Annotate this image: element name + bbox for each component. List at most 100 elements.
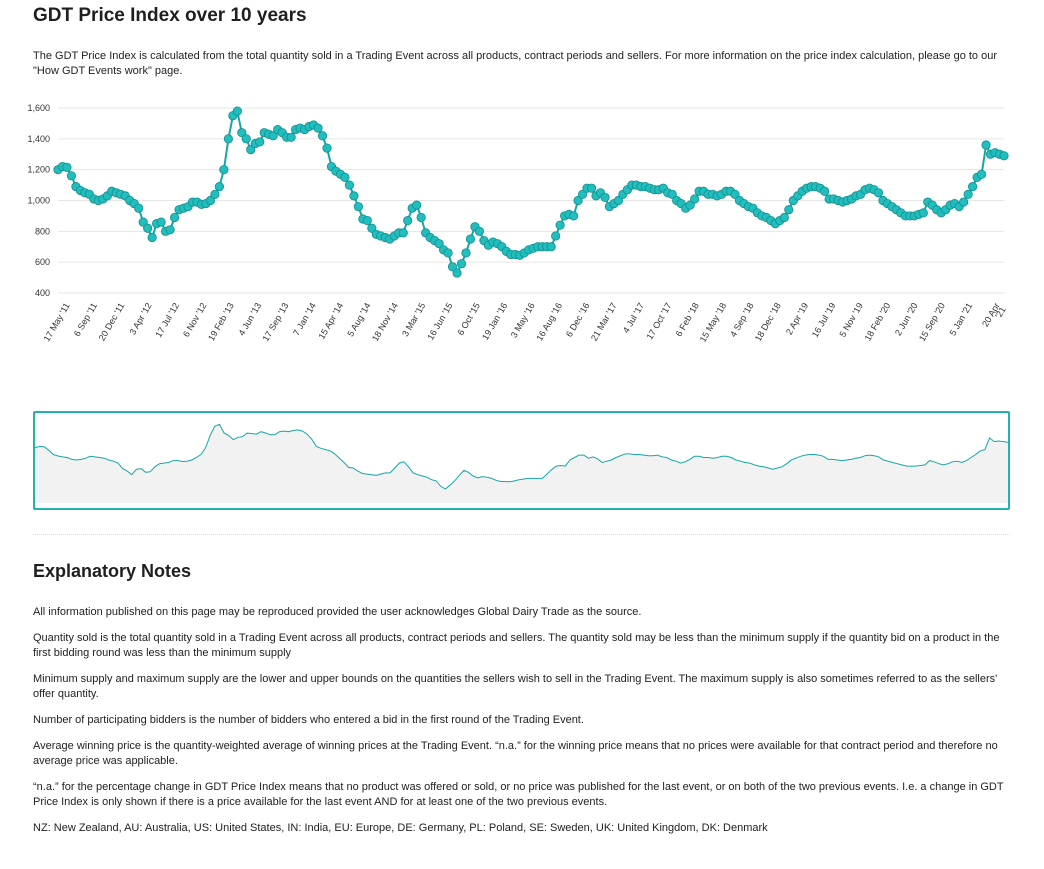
data-point[interactable] xyxy=(730,189,740,199)
note-paragraph: All information published on this page m… xyxy=(33,606,642,618)
data-point[interactable] xyxy=(443,248,453,258)
range-navigator[interactable] xyxy=(33,411,1010,510)
x-tick-label: 5 Jan '21 xyxy=(948,301,975,337)
data-point[interactable] xyxy=(976,169,987,179)
data-point[interactable] xyxy=(313,123,323,133)
x-tick-label: 17 Oct '17 xyxy=(644,301,673,341)
grid-lines xyxy=(58,107,1004,294)
data-point[interactable] xyxy=(403,215,413,226)
data-point[interactable] xyxy=(461,248,471,258)
data-point[interactable] xyxy=(981,140,991,150)
x-tick-label: 18 Dec '18 xyxy=(753,301,783,343)
data-point[interactable] xyxy=(784,205,794,215)
data-point[interactable] xyxy=(613,195,624,206)
data-point[interactable] xyxy=(963,189,973,199)
data-point[interactable] xyxy=(685,200,695,210)
note-paragraph: Quantity sold is the total quantity sold… xyxy=(33,632,1000,659)
data-point[interactable] xyxy=(434,239,444,249)
data-point[interactable] xyxy=(210,189,220,199)
data-point[interactable] xyxy=(555,220,565,230)
data-point[interactable] xyxy=(246,145,256,155)
data-point[interactable] xyxy=(156,217,166,227)
data-point[interactable] xyxy=(959,197,969,207)
data-point[interactable] xyxy=(349,191,359,201)
x-tick-label: 6 Feb '18 xyxy=(674,301,701,338)
data-point[interactable] xyxy=(62,162,72,172)
data-point[interactable] xyxy=(667,189,677,199)
data-point[interactable] xyxy=(779,212,789,223)
data-point[interactable] xyxy=(820,186,830,196)
y-tick-label: 1,000 xyxy=(27,196,50,206)
page-title: GDT Price Index over 10 years xyxy=(33,5,307,26)
y-tick-label: 600 xyxy=(35,257,50,267)
data-point[interactable] xyxy=(968,182,978,192)
x-tick-label: 3 May '16 xyxy=(509,301,537,340)
data-point[interactable] xyxy=(474,226,485,236)
data-point[interactable] xyxy=(219,165,229,175)
data-point[interactable] xyxy=(143,223,153,233)
price-index-chart: 1,600 1,400 1,200 1,000 800 600 400 17 May '11… xyxy=(27,103,1009,344)
data-point[interactable] xyxy=(546,242,556,252)
data-point[interactable] xyxy=(465,234,476,244)
x-tick-label: 18 Feb '20 xyxy=(863,301,893,343)
x-tick-label: 5 Nov '19 xyxy=(837,301,865,339)
section-divider xyxy=(33,534,1010,535)
y-tick-label: 400 xyxy=(35,288,50,298)
data-point[interactable] xyxy=(268,131,278,141)
x-tick-label: 15 Apr '14 xyxy=(316,301,345,341)
data-point[interactable] xyxy=(344,180,355,190)
data-point[interactable] xyxy=(353,202,363,212)
data-point[interactable] xyxy=(138,217,148,227)
data-point[interactable] xyxy=(317,131,328,141)
x-tick-label: 6 Sep '11 xyxy=(72,301,99,338)
data-point[interactable] xyxy=(66,171,77,181)
data-point[interactable] xyxy=(918,208,928,218)
data-point[interactable] xyxy=(255,137,265,147)
data-point[interactable] xyxy=(873,188,884,198)
x-tick-label: 6 Oct '15 xyxy=(455,301,482,337)
data-point[interactable] xyxy=(577,189,588,199)
data-point[interactable] xyxy=(600,192,610,203)
data-point[interactable] xyxy=(456,259,467,269)
notes-title: Explanatory Notes xyxy=(33,561,192,581)
data-point[interactable] xyxy=(362,215,372,226)
data-point[interactable] xyxy=(586,183,597,193)
x-tick-label: 4 Jul '17 xyxy=(621,301,646,335)
note-paragraph: Number of participating bidders is the n… xyxy=(33,714,584,726)
x-tick-label: 16 Aug '16 xyxy=(534,301,564,343)
data-point[interactable] xyxy=(237,128,247,138)
data-point[interactable] xyxy=(241,134,251,144)
data-point[interactable] xyxy=(340,172,350,182)
data-point[interactable] xyxy=(412,200,422,210)
data-point[interactable] xyxy=(165,225,175,235)
navigator-area xyxy=(35,424,1008,503)
data-point[interactable] xyxy=(452,268,462,278)
data-point[interactable] xyxy=(232,106,242,116)
data-point[interactable] xyxy=(416,212,426,223)
x-tick-label: 2 Jun '20 xyxy=(893,301,920,337)
data-point[interactable] xyxy=(690,194,700,204)
data-point[interactable] xyxy=(169,212,180,223)
x-tick-label: 19 Feb '13 xyxy=(206,301,236,343)
navigator-chart[interactable] xyxy=(35,413,1008,508)
x-tick-label: 17 Sep '13 xyxy=(261,301,291,343)
data-point[interactable] xyxy=(367,223,377,233)
data-point[interactable] xyxy=(551,231,561,241)
data-point[interactable] xyxy=(214,182,225,192)
data-point[interactable] xyxy=(223,134,233,144)
data-point[interactable] xyxy=(134,203,144,213)
data-point[interactable] xyxy=(205,195,216,206)
data-point[interactable] xyxy=(573,195,583,206)
data-point[interactable] xyxy=(147,232,157,243)
x-tick-label: 2 Apr '19 xyxy=(784,301,810,337)
data-point[interactable] xyxy=(286,132,296,142)
x-tick-label: 3 Mar '15 xyxy=(400,301,427,338)
x-tick-label: 17 Jul '12 xyxy=(153,301,181,339)
data-point[interactable] xyxy=(447,262,458,272)
data-point[interactable] xyxy=(999,151,1009,161)
x-tick-label: 3 Apr '12 xyxy=(128,301,154,337)
data-point[interactable] xyxy=(322,143,332,153)
data-point[interactable] xyxy=(568,211,579,221)
data-point[interactable] xyxy=(398,228,408,238)
